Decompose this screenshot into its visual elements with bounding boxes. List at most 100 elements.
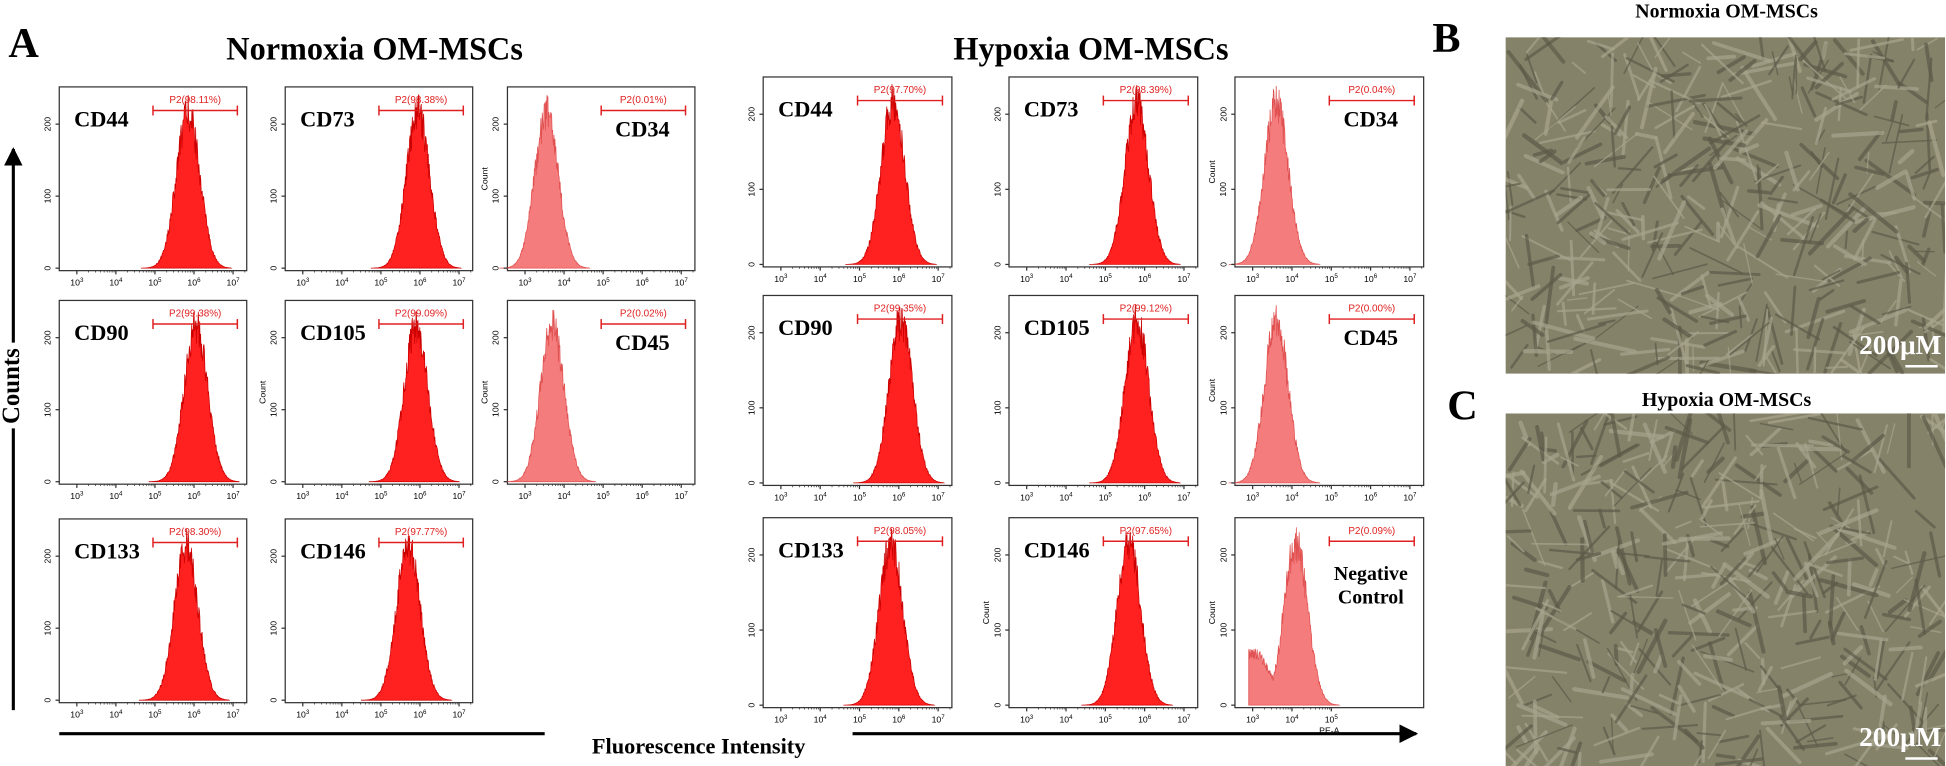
cell	[1654, 104, 1696, 130]
cell	[1852, 217, 1869, 233]
cell	[1706, 54, 1737, 61]
cell	[1750, 443, 1814, 448]
x-tick-label: 106	[892, 492, 906, 503]
histogram	[843, 528, 936, 706]
scale-bar-label: 200μM	[1859, 722, 1941, 752]
tick-exponent: 5	[1108, 714, 1112, 721]
count-label: Count	[480, 167, 490, 191]
cell	[1598, 508, 1607, 529]
tick-exponent: 6	[197, 277, 201, 284]
cell	[1653, 153, 1678, 169]
cell	[1531, 320, 1596, 341]
histogram	[1248, 527, 1341, 706]
cell	[1680, 194, 1715, 236]
tick-exponent: 7	[236, 709, 240, 716]
cell	[1875, 169, 1908, 190]
y-tick-label: 0	[746, 703, 756, 708]
cell	[1670, 445, 1678, 470]
cell	[1716, 101, 1742, 124]
x-tick-label: 105	[853, 714, 867, 725]
tick-base: 10	[1403, 492, 1413, 502]
cell	[1567, 136, 1586, 164]
x-tick-label: 103	[70, 277, 84, 288]
tick-base: 10	[558, 278, 568, 288]
tick-base: 10	[1020, 715, 1030, 725]
tick-exponent: 4	[823, 714, 827, 721]
cell	[1922, 200, 1946, 206]
cell	[1524, 693, 1553, 706]
cell	[1505, 177, 1529, 190]
tick-exponent: 6	[1374, 492, 1378, 499]
gate-label: P2(97.65%)	[1120, 526, 1172, 537]
tick-exponent: 7	[1413, 492, 1417, 499]
cell	[1683, 728, 1705, 750]
histogram	[148, 311, 241, 483]
cell	[1749, 413, 1803, 423]
tick-base: 10	[109, 278, 119, 288]
cell	[1771, 571, 1788, 591]
marker-label: CD90	[74, 320, 129, 345]
cell	[1656, 358, 1680, 374]
x-tick-label: 106	[187, 490, 201, 501]
cell	[1808, 213, 1822, 244]
tick-exponent: 3	[1030, 273, 1034, 280]
tick-exponent: 7	[1187, 273, 1191, 280]
cell	[1567, 221, 1600, 254]
gate-label: P2(97.70%)	[874, 85, 926, 96]
cell	[1801, 594, 1808, 634]
x-tick-label: 107	[226, 277, 240, 288]
cell	[1648, 37, 1668, 72]
plot-frame	[58, 86, 248, 272]
cell	[1701, 456, 1737, 509]
x-tick-label: 107	[1177, 492, 1191, 503]
cell	[1524, 233, 1536, 289]
x-tick-label: 107	[1177, 714, 1191, 725]
marker-label: CD133	[74, 539, 140, 564]
cell	[1873, 638, 1883, 681]
gate-label: P2(98.30%)	[169, 527, 221, 538]
gate-label: P2(97.77%)	[395, 527, 447, 538]
tick-base: 10	[1177, 715, 1187, 725]
cell	[1586, 309, 1649, 321]
cell	[1661, 146, 1712, 183]
cell	[1607, 94, 1612, 116]
tick-exponent: 4	[119, 709, 123, 716]
tick-exponent: 6	[1148, 492, 1152, 499]
cell	[1543, 436, 1548, 494]
count-label: Count	[1207, 160, 1217, 184]
cell	[1697, 111, 1730, 138]
histogram	[853, 306, 946, 484]
tick-exponent: 3	[80, 709, 84, 716]
tick-exponent: 3	[306, 277, 310, 284]
cell	[1916, 261, 1937, 277]
tick-exponent: 7	[1413, 273, 1417, 280]
cell	[1870, 39, 1903, 89]
tick-base: 10	[70, 278, 80, 288]
x-tick-label: 104	[335, 490, 349, 501]
cell	[1803, 541, 1826, 599]
tick-base: 10	[1246, 492, 1256, 502]
cell	[1537, 643, 1581, 662]
y-tick-label: 0	[992, 703, 1002, 708]
cell	[1897, 148, 1915, 165]
tick-base: 10	[932, 274, 942, 284]
gate-label: P2(99.12%)	[1120, 304, 1172, 315]
tick-base: 10	[774, 274, 784, 284]
cell	[1835, 95, 1863, 106]
cell	[1758, 37, 1765, 62]
y-tick-label: 0	[746, 262, 756, 267]
cell	[1915, 742, 1941, 766]
tick-exponent: 6	[902, 492, 906, 499]
tick-base: 10	[675, 278, 685, 288]
cell	[1568, 413, 1599, 434]
cell	[1799, 708, 1818, 747]
cell	[1642, 422, 1667, 474]
cell	[1524, 746, 1540, 766]
tick-base: 10	[932, 715, 942, 725]
cell	[1809, 151, 1830, 181]
cell	[1718, 472, 1762, 500]
